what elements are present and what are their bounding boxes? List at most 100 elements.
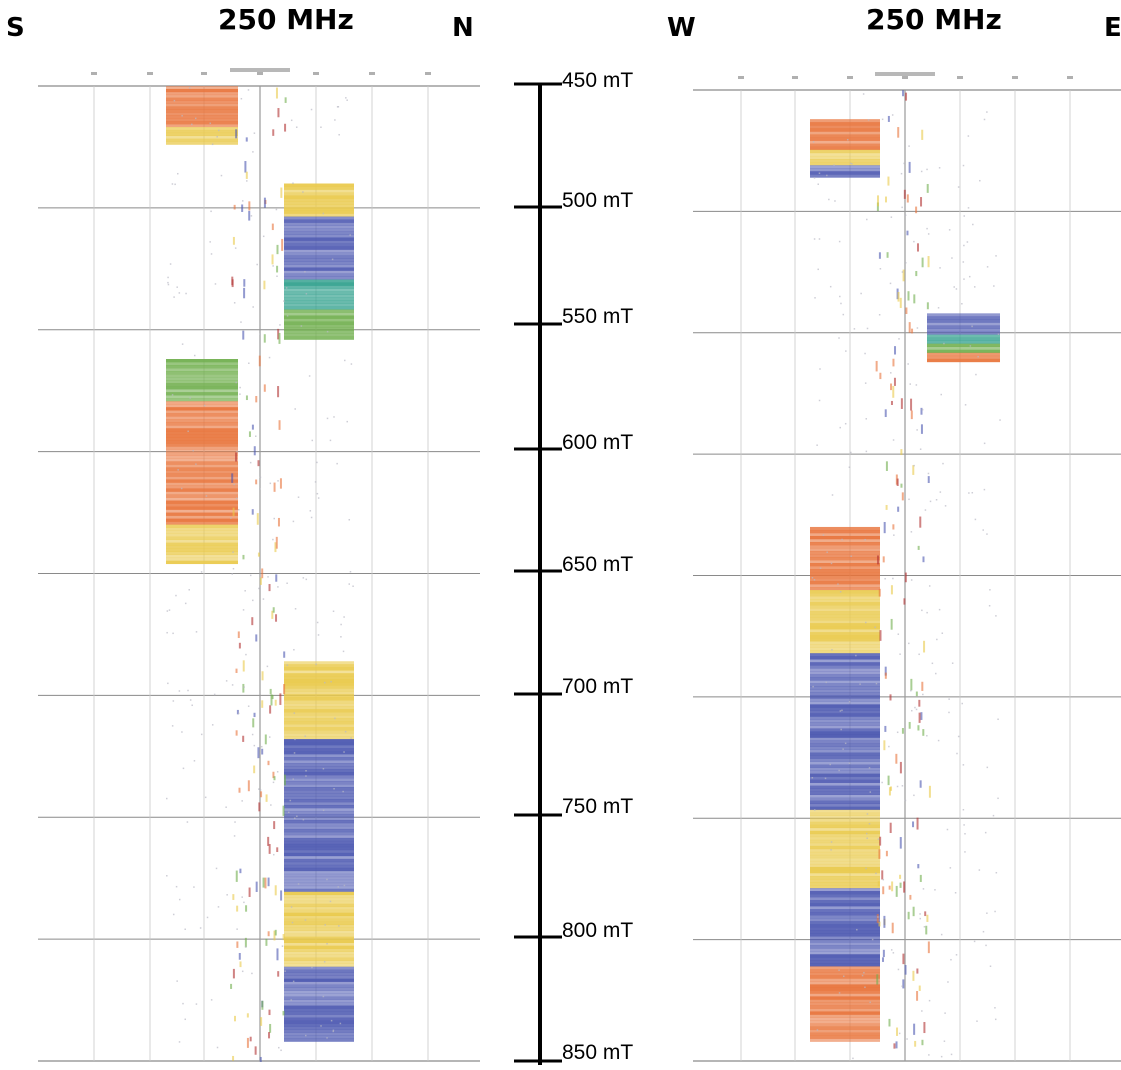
trace-mark: [232, 1055, 235, 1061]
trace-mark: [269, 1023, 272, 1033]
scatter-dot: [344, 730, 347, 733]
trace-mark: [273, 930, 276, 941]
trace-mark: [232, 236, 235, 245]
trace-mark: [915, 270, 918, 277]
trace-mark: [915, 206, 918, 214]
reflection-band: [810, 885, 880, 889]
reflection-band: [810, 728, 880, 732]
scatter-dot: [292, 182, 294, 185]
reflection-band: [810, 550, 880, 555]
reflection-band: [810, 957, 880, 961]
reflection-band: [166, 109, 238, 113]
reflection-band: [810, 171, 880, 175]
trace-mark: [927, 476, 930, 484]
reflection-band: [284, 1020, 354, 1024]
reflection-band: [284, 984, 354, 988]
scatter-dot: [337, 886, 339, 888]
reflection-band: [284, 933, 354, 938]
reflection-band: [810, 945, 880, 949]
reflection-band: [284, 795, 354, 800]
scatter-dot: [907, 363, 909, 365]
trace-mark: [878, 849, 881, 859]
trace-mark: [244, 937, 247, 948]
scatter-dot: [349, 570, 352, 573]
scatter-dot: [290, 906, 293, 908]
scatter-dot: [316, 621, 319, 624]
scatter-dot: [848, 762, 851, 765]
reflection-band: [284, 789, 354, 794]
reflection-band: [810, 168, 880, 172]
reflection-band: [166, 500, 238, 504]
scatter-dot: [331, 258, 334, 261]
reflection-band: [810, 683, 880, 687]
reflection-band: [284, 216, 354, 220]
scatter-dot: [232, 551, 234, 553]
trace-mark: [251, 617, 254, 626]
reflection-band: [284, 888, 354, 893]
scatter-dot: [830, 841, 833, 843]
scatter-dot: [934, 889, 936, 891]
trace-mark: [878, 252, 881, 259]
reflection-band: [166, 112, 238, 116]
reflection-band: [810, 155, 880, 160]
scatter-dot: [184, 928, 186, 931]
reflection-band: [810, 641, 880, 645]
reflection-band: [810, 951, 880, 955]
scatter-dot: [233, 483, 235, 486]
reflection-band: [810, 125, 880, 129]
scatter-dot: [826, 174, 828, 177]
scatter-dot: [908, 145, 910, 147]
scatter-dot: [984, 831, 987, 834]
reflection-band: [166, 518, 238, 522]
scatter-dot: [956, 752, 958, 755]
scatter-dot: [955, 288, 958, 290]
scatter-dot: [330, 680, 332, 683]
scatter-dot: [214, 283, 217, 285]
reflection-band: [810, 809, 880, 814]
scatter-dot: [259, 476, 262, 479]
scatter-dot: [296, 815, 298, 818]
reflection-band: [810, 1032, 880, 1036]
trace-mark: [235, 668, 238, 673]
trace-mark: [253, 712, 256, 718]
reflection-band: [284, 757, 354, 761]
reflection-band: [284, 906, 354, 911]
scatter-dot: [908, 642, 910, 645]
scatter-dot: [176, 980, 178, 982]
scatter-dot: [961, 302, 963, 305]
scatter-dot: [244, 590, 246, 592]
scatter-dot: [235, 497, 238, 500]
reflection-band: [284, 213, 354, 217]
scatter-dot: [919, 913, 921, 915]
trace-mark: [896, 478, 899, 486]
reflection-band: [284, 703, 354, 707]
reflection-band: [810, 716, 880, 720]
reflection-band: [810, 704, 880, 708]
reflection-band: [284, 951, 354, 955]
scatter-dot: [253, 744, 256, 747]
trace-mark: [886, 252, 889, 258]
scatter-dot: [255, 435, 257, 437]
reflection-band: [284, 745, 354, 749]
reflection-band: [810, 806, 880, 811]
scatter-dot: [305, 1034, 307, 1037]
trace-mark: [254, 1046, 257, 1055]
reflection-band: [810, 912, 880, 916]
reflection-band: [810, 984, 880, 988]
reflection-band: [166, 368, 238, 372]
trace-mark: [883, 521, 886, 534]
trace-mark: [259, 577, 262, 585]
reflection-band: [166, 383, 238, 387]
trace-mark: [261, 671, 264, 681]
reflection-band: [284, 816, 354, 821]
scatter-dot: [983, 442, 986, 445]
scatter-dot: [247, 89, 250, 91]
frequency-label-left: 250 MHz: [218, 3, 354, 36]
scatter-dot: [173, 99, 176, 102]
scatter-dot: [811, 576, 814, 579]
trace-mark: [877, 881, 880, 887]
scatter-dot: [171, 183, 174, 185]
scatter-dot: [973, 286, 976, 288]
trace-mark: [900, 449, 903, 456]
tick-mark-top: [847, 76, 853, 79]
